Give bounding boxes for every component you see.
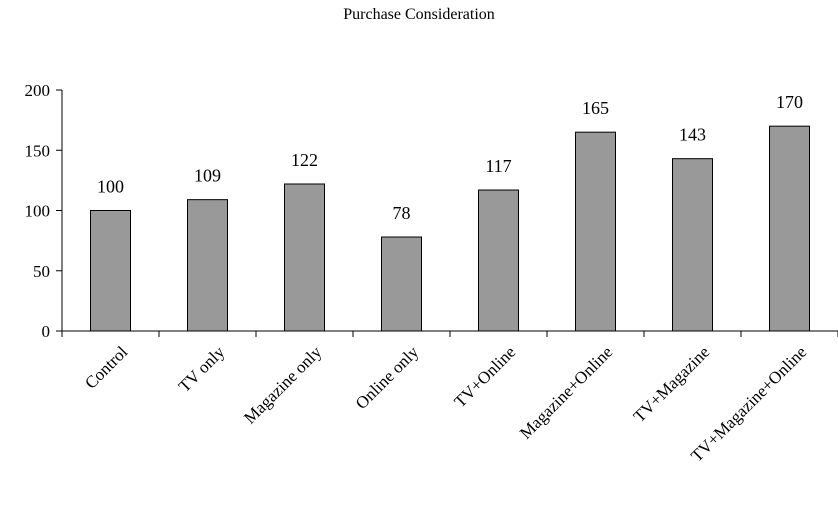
- bar: [672, 158, 713, 332]
- y-tick-label: 50: [33, 262, 50, 281]
- bar-value-label: 78: [393, 203, 411, 223]
- bar: [381, 236, 422, 332]
- bar-value-label: 117: [485, 156, 511, 176]
- bar: [90, 210, 131, 332]
- x-tick-label: Magazine+Online: [516, 342, 616, 442]
- chart-data-labels: 100 109 122 78 117 165 143 170: [97, 92, 803, 223]
- bar-value-label: 100: [97, 177, 124, 197]
- chart-axes: [56, 89, 838, 337]
- x-tick-label: Magazine only: [240, 342, 326, 428]
- bar: [769, 125, 810, 332]
- bar-value-label: 122: [291, 150, 318, 170]
- x-tick-label: Control: [81, 342, 131, 392]
- bar: [575, 131, 616, 332]
- chart-x-tick-labels: Control TV only Magazine only Online only TV…: [81, 342, 810, 465]
- bar: [478, 189, 519, 332]
- bar: [187, 199, 228, 332]
- x-tick-label: TV+Online: [450, 342, 519, 411]
- x-tick-label: Online only: [352, 342, 423, 413]
- chart-y-tick-labels: 0 50 100 150 200: [25, 81, 51, 341]
- x-tick-label: TV+Magazine: [630, 342, 714, 426]
- bar-value-label: 170: [776, 92, 803, 112]
- bar-value-label: 143: [679, 125, 706, 145]
- x-tick-label: TV only: [175, 342, 229, 396]
- y-tick-label: 0: [42, 322, 51, 341]
- bar: [284, 183, 325, 332]
- chart-bars: [90, 125, 810, 332]
- chart-title: Purchase Consideration: [343, 6, 495, 23]
- y-tick-label: 200: [25, 81, 51, 100]
- y-tick-label: 150: [25, 141, 51, 160]
- bar-value-label: 109: [194, 166, 221, 186]
- y-tick-label: 100: [25, 202, 51, 221]
- bar-value-label: 165: [582, 98, 609, 118]
